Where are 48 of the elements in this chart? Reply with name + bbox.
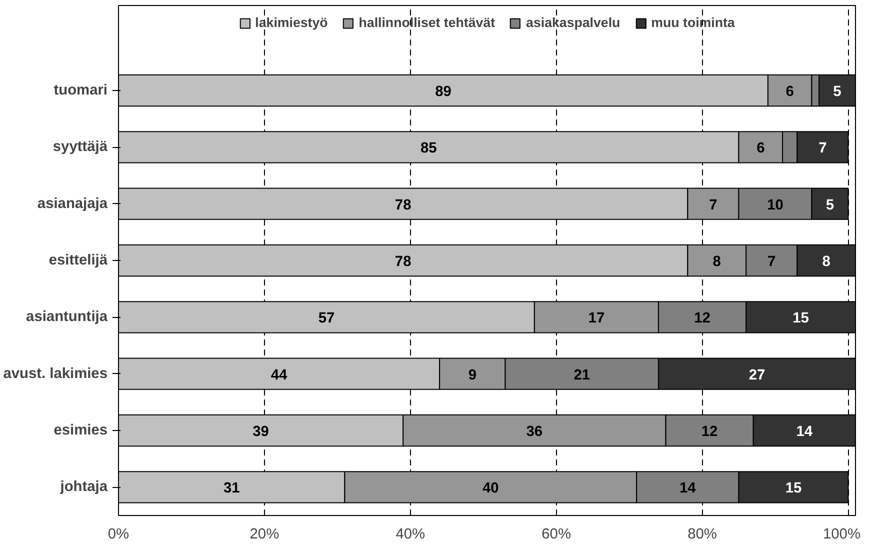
data-label: 8: [822, 254, 830, 270]
data-label: 14: [680, 480, 697, 497]
data-label: 89: [435, 84, 452, 100]
data-label: 27: [748, 367, 766, 384]
y-tick-label: syyttäjä: [52, 139, 108, 156]
legend-label: lakimiestyö: [255, 15, 328, 30]
data-label: 15: [792, 310, 809, 327]
data-label: 78: [394, 197, 412, 214]
data-label: 44: [270, 367, 288, 384]
data-label: 78: [394, 254, 412, 270]
data-label: 5: [833, 84, 842, 100]
data-label: 12: [694, 310, 710, 327]
data-label: 9: [468, 367, 476, 384]
x-tick-label: 20%: [250, 526, 280, 542]
y-tick-label: johtaja: [59, 479, 108, 496]
y-tick-label: esimies: [54, 422, 108, 438]
data-label: 15: [785, 480, 802, 497]
data-label: 39: [252, 424, 269, 440]
data-label: 7: [818, 140, 827, 157]
data-label: 12: [701, 424, 718, 440]
x-tick-label: 40%: [396, 526, 426, 542]
y-tick-label: asiantuntija: [26, 309, 108, 326]
data-label: 8: [712, 254, 721, 270]
data-label: 17: [588, 310, 605, 327]
data-label: 36: [526, 424, 543, 440]
data-label: 31: [223, 480, 240, 497]
data-label: 7: [709, 197, 718, 214]
x-tick-label: 100%: [823, 526, 861, 542]
data-label: 7: [768, 254, 776, 270]
legend-label: asiakaspalvelu: [526, 15, 620, 30]
data-label: 5: [826, 197, 834, 214]
y-tick-label: asianajaja: [37, 196, 108, 212]
data-label: 6: [786, 84, 794, 100]
data-label: 40: [482, 480, 499, 497]
y-tick-label: tuomari: [54, 82, 108, 98]
x-tick-label: 60%: [542, 526, 571, 542]
y-tick-label: avust. lakimies: [3, 366, 108, 382]
legend-label: muu toiminta: [651, 15, 735, 30]
data-label: 21: [574, 367, 590, 384]
y-tick-label: esittelijä: [48, 252, 108, 268]
data-label: 10: [767, 197, 784, 214]
x-tick-label: 0%: [108, 526, 130, 542]
legend-label: hallinnolliset tehtävät: [358, 15, 496, 30]
data-label: 57: [318, 310, 335, 327]
data-label: 14: [796, 424, 814, 440]
data-label: 6: [756, 140, 765, 157]
data-label: 85: [420, 140, 437, 157]
x-tick-label: 80%: [688, 526, 717, 542]
